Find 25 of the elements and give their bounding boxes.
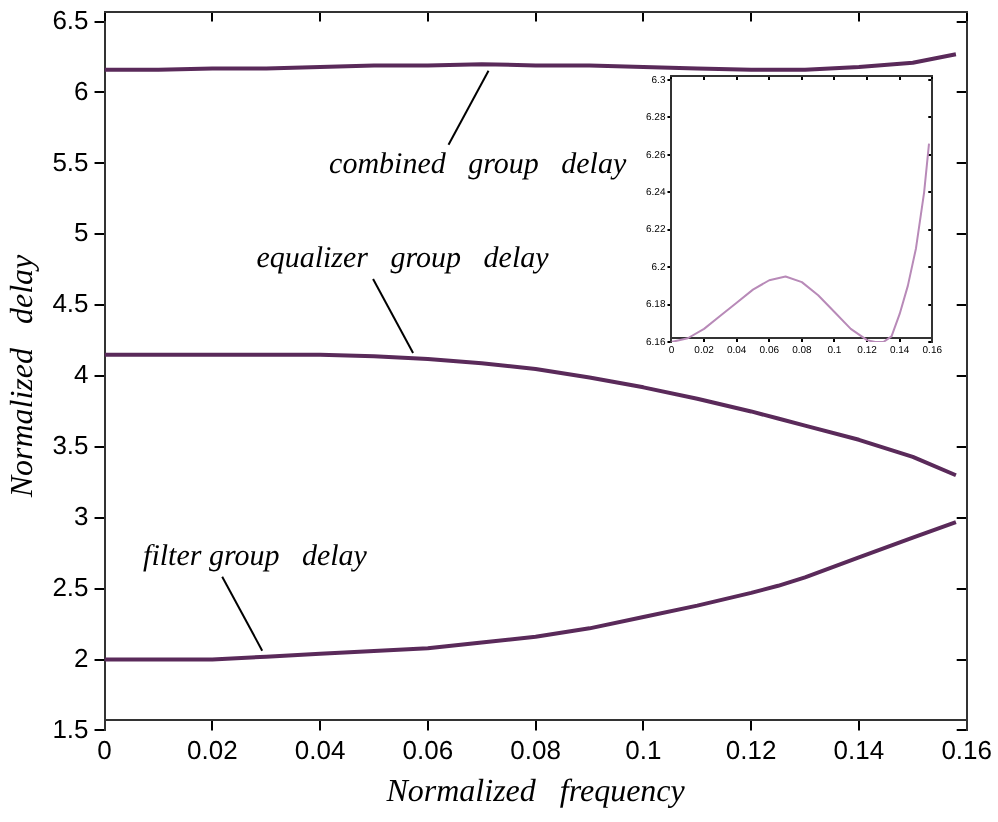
y-tick-label: 3.5 bbox=[52, 430, 89, 461]
y-axis-title: Normalized delay bbox=[5, 252, 40, 500]
annotation: filter group delay bbox=[143, 540, 368, 573]
y-tick-label: 2.5 bbox=[52, 571, 89, 602]
y-tick-label: 3 bbox=[74, 500, 89, 531]
y-tick-label: 5.5 bbox=[52, 146, 89, 177]
y-tick-label: 6.5 bbox=[52, 4, 89, 35]
x-tick-label: 0.02 bbox=[187, 735, 238, 766]
y-tick-label: 2 bbox=[74, 642, 89, 673]
x-tick-label: 0.16 bbox=[941, 735, 993, 766]
x-tick-label: 0.12 bbox=[725, 735, 777, 766]
x-tick-label: 0.08 bbox=[510, 735, 561, 766]
x-axis-title: Normalized frequency bbox=[384, 775, 687, 810]
x-tick-label: 0.1 bbox=[625, 735, 662, 766]
x-tick-label: 0 bbox=[97, 735, 112, 766]
y-tick-label: 5 bbox=[74, 217, 89, 248]
y-tick-label: 4.5 bbox=[52, 288, 89, 319]
annotation: equalizer group delay bbox=[256, 242, 550, 275]
x-tick-label: 0.06 bbox=[402, 735, 454, 766]
y-tick-label: 6 bbox=[74, 75, 89, 106]
y-tick-label: 1.5 bbox=[52, 713, 89, 744]
x-tick-label: 0.04 bbox=[294, 735, 346, 766]
y-tick-label: 4 bbox=[74, 359, 89, 390]
x-tick-label: 0.14 bbox=[833, 735, 885, 766]
annotation: combined group delay bbox=[329, 148, 627, 181]
